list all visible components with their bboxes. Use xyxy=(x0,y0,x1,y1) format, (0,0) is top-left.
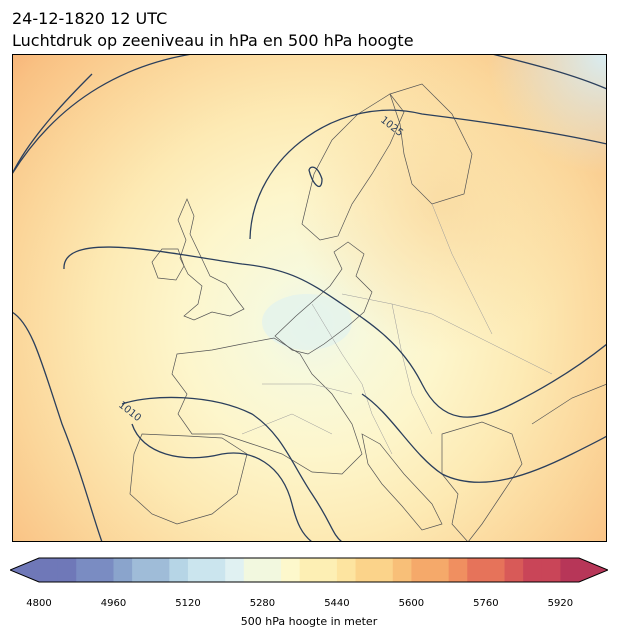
colorbar-cell xyxy=(523,558,543,582)
isobar-mid xyxy=(63,246,607,418)
colorbar xyxy=(10,557,608,583)
colorbar-cell xyxy=(411,558,431,582)
colorbar-cell xyxy=(39,558,59,582)
colorbar-extend-low xyxy=(10,558,39,582)
cool-spot-benelux xyxy=(262,294,352,350)
colorbar-cell xyxy=(355,558,375,582)
colorbar-cell xyxy=(225,558,245,582)
coastlines xyxy=(129,83,607,542)
colorbar-tick-label: 5920 xyxy=(547,598,574,609)
colorbar-cell xyxy=(281,558,301,582)
colorbar-tick-label: 5760 xyxy=(473,598,499,609)
colorbar-cell xyxy=(150,558,170,582)
isobars xyxy=(12,54,607,542)
colorbar-cell xyxy=(392,558,412,582)
isobar-1020 xyxy=(12,54,193,175)
colorbar-cell xyxy=(430,558,450,582)
isobar-se xyxy=(361,393,607,483)
isobar-north xyxy=(491,54,607,90)
colorbar-cell xyxy=(485,558,505,582)
weather-map: 1025 1010 xyxy=(12,54,607,542)
colorbar-cell xyxy=(318,558,338,582)
isobar-1015 xyxy=(12,73,93,175)
colorbar-tick-label: 5120 xyxy=(175,598,201,609)
colorbar-cell xyxy=(187,558,207,582)
country-borders xyxy=(241,203,553,455)
isobar-south xyxy=(131,423,313,542)
colorbar-tick-label: 5280 xyxy=(249,598,276,609)
colorbar-cell xyxy=(57,558,77,582)
colorbar-cell xyxy=(467,558,487,582)
colorbar-cell xyxy=(169,558,189,582)
colorbar-tick-label: 5440 xyxy=(324,598,350,609)
colorbar-cell xyxy=(262,558,282,582)
map-title: Luchtdruk op zeeniveau in hPa en 500 hPa… xyxy=(12,31,414,50)
colorbar-cell xyxy=(76,558,96,582)
colorbar-outline xyxy=(10,557,608,583)
map-frame xyxy=(12,54,607,542)
colorbar-extend-high xyxy=(579,558,608,582)
colorbar-cell xyxy=(336,558,356,582)
colorbar-cell xyxy=(299,558,319,582)
isobar-inner xyxy=(308,166,323,188)
isobar-1010 xyxy=(121,396,343,542)
colorbar-label: 500 hPa hoogte in meter xyxy=(240,615,378,628)
colorbar-cell xyxy=(504,558,524,582)
map-datetime: 24-12-1820 12 UTC xyxy=(12,9,168,28)
colorbar-cell xyxy=(560,558,580,582)
colorbar-cell xyxy=(541,558,561,582)
colorbar-tick-label: 4960 xyxy=(100,598,127,609)
colorbar-cell xyxy=(243,558,263,582)
colorbar-cell xyxy=(132,558,152,582)
colorbar-cell xyxy=(374,558,394,582)
colorbar-cell xyxy=(448,558,468,582)
isobar-1025 xyxy=(249,109,607,240)
colorbar-tick-label: 5600 xyxy=(398,598,425,609)
isobar-west xyxy=(12,311,103,542)
colorbar-cell xyxy=(206,558,226,582)
colorbar-cell xyxy=(94,558,114,582)
colorbar-cell xyxy=(113,558,133,582)
colorbar-tick-label: 4800 xyxy=(26,598,52,609)
